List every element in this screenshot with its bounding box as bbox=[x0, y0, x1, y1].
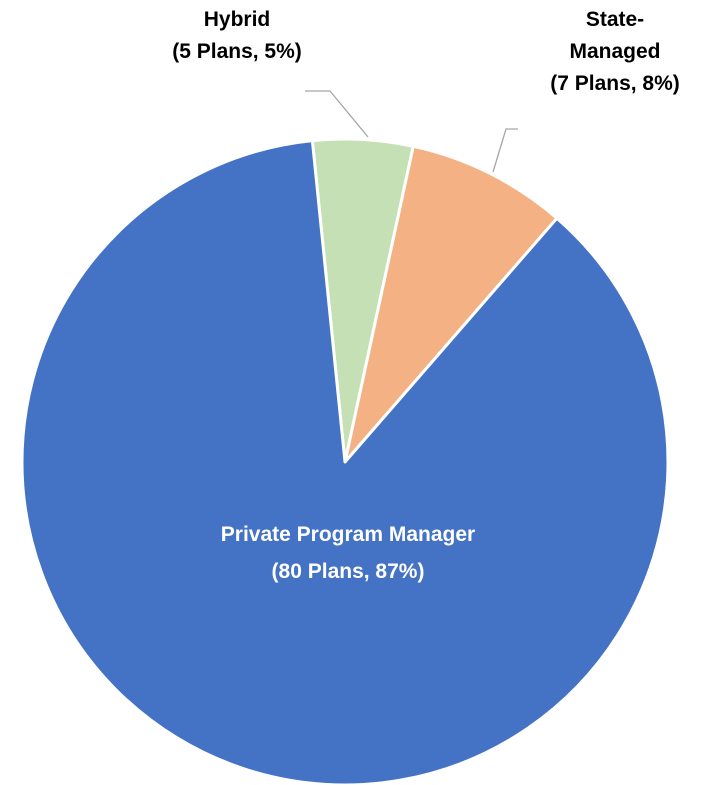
leader-line bbox=[305, 90, 369, 138]
category-label: State-Managed bbox=[569, 8, 661, 63]
pie-slice bbox=[20, 139, 670, 785]
slice-label: State-Managed (7 Plans, 8%) bbox=[515, 4, 715, 100]
value-label: (7 Plans, 8%) bbox=[550, 72, 680, 95]
value-label: (5 Plans, 5%) bbox=[172, 40, 302, 63]
slice-label: Hybrid (5 Plans, 5%) bbox=[107, 4, 367, 68]
pie-slice bbox=[343, 144, 559, 464]
label-box: State-Managed (7 Plans, 8%) bbox=[515, 4, 715, 100]
category-label: Hybrid bbox=[203, 8, 271, 31]
label-box: Private Program Manager (80 Plans, 87%) bbox=[218, 516, 478, 590]
category-label: Private Program Manager bbox=[220, 523, 476, 546]
slice-label: Private Program Manager (80 Plans, 87%) bbox=[218, 516, 478, 590]
leader-line bbox=[492, 128, 518, 173]
label-box: Hybrid (5 Plans, 5%) bbox=[107, 4, 367, 68]
slices bbox=[20, 137, 670, 785]
value-label: (80 Plans, 87%) bbox=[271, 560, 425, 583]
